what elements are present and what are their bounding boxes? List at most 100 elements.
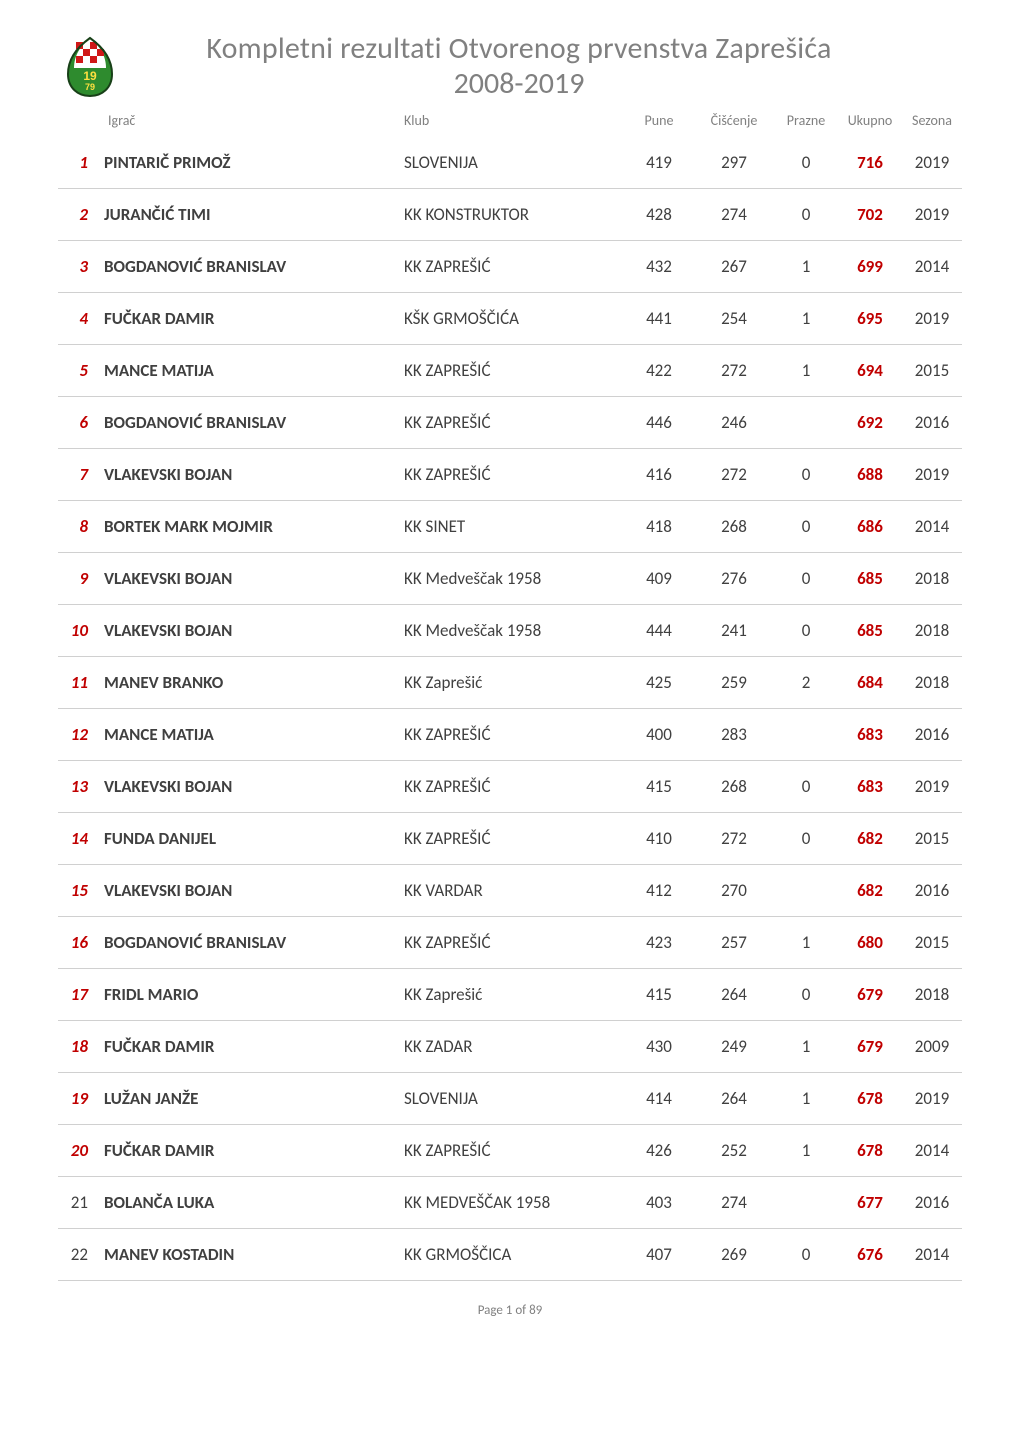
page-subtitle: 2008-2019 (140, 65, 898, 102)
cell-klub: KK ZAPREŠIĆ (404, 709, 624, 761)
cell-klub: KK ZAPREŠIĆ (404, 761, 624, 813)
cell-prazne: 1 (774, 293, 838, 345)
table-row: 2JURANČIĆ TIMIKK KONSTRUKTOR428274070220… (58, 189, 962, 241)
page-header: 19 79 Kompletni rezultati Otvorenog prve… (58, 30, 962, 102)
cell-igrac: FRIDL MARIO (104, 969, 404, 1021)
cell-klub: KK Zaprešić (404, 657, 624, 709)
cell-pune: 432 (624, 241, 694, 293)
cell-ciscenje: 297 (694, 137, 774, 189)
cell-klub: KŠK GRMOŠČIĆA (404, 293, 624, 345)
cell-igrac: PINTARIČ PRIMOŽ (104, 137, 404, 189)
cell-pune: 414 (624, 1073, 694, 1125)
cell-rank: 15 (58, 865, 104, 917)
cell-igrac: VLAKEVSKI BOJAN (104, 605, 404, 657)
cell-pune: 441 (624, 293, 694, 345)
cell-prazne (774, 1177, 838, 1229)
cell-sezona: 2019 (902, 449, 962, 501)
cell-igrac: BOLANČA LUKA (104, 1177, 404, 1229)
cell-ciscenje: 249 (694, 1021, 774, 1073)
table-row: 17FRIDL MARIOKK Zaprešić41526406792018 (58, 969, 962, 1021)
cell-klub: KK GRMOŠČICA (404, 1229, 624, 1281)
cell-ukupno: 702 (838, 189, 902, 241)
cell-klub: KK VARDAR (404, 865, 624, 917)
cell-rank: 10 (58, 605, 104, 657)
table-row: 8BORTEK MARK MOJMIRKK SINET4182680686201… (58, 501, 962, 553)
cell-pune: 410 (624, 813, 694, 865)
table-row: 22MANEV KOSTADINKK GRMOŠČICA407269067620… (58, 1229, 962, 1281)
table-row: 13VLAKEVSKI BOJANKK ZAPREŠIĆ415268068320… (58, 761, 962, 813)
cell-sezona: 2014 (902, 501, 962, 553)
cell-ukupno: 692 (838, 397, 902, 449)
cell-ukupno: 676 (838, 1229, 902, 1281)
cell-prazne: 1 (774, 1073, 838, 1125)
cell-pune: 400 (624, 709, 694, 761)
col-praz-header: Prazne (774, 108, 838, 137)
cell-prazne: 1 (774, 345, 838, 397)
cell-ukupno: 699 (838, 241, 902, 293)
cell-prazne (774, 865, 838, 917)
cell-pune: 428 (624, 189, 694, 241)
cell-sezona: 2019 (902, 761, 962, 813)
table-row: 10VLAKEVSKI BOJANKK Medveščak 1958444241… (58, 605, 962, 657)
cell-sezona: 2018 (902, 553, 962, 605)
table-row: 16BOGDANOVIĆ BRANISLAVKK ZAPREŠIĆ4232571… (58, 917, 962, 969)
cell-rank: 3 (58, 241, 104, 293)
cell-igrac: BORTEK MARK MOJMIR (104, 501, 404, 553)
cell-sezona: 2015 (902, 917, 962, 969)
table-row: 9VLAKEVSKI BOJANKK Medveščak 19584092760… (58, 553, 962, 605)
cell-klub: KK ZAPREŠIĆ (404, 813, 624, 865)
cell-prazne: 1 (774, 1125, 838, 1177)
cell-sezona: 2016 (902, 865, 962, 917)
cell-igrac: VLAKEVSKI BOJAN (104, 761, 404, 813)
cell-ciscenje: 276 (694, 553, 774, 605)
cell-rank: 12 (58, 709, 104, 761)
cell-ukupno: 716 (838, 137, 902, 189)
cell-pune: 418 (624, 501, 694, 553)
cell-sezona: 2015 (902, 345, 962, 397)
cell-ciscenje: 241 (694, 605, 774, 657)
cell-pune: 446 (624, 397, 694, 449)
cell-klub: KK MEDVEŠČAK 1958 (404, 1177, 624, 1229)
cell-prazne (774, 709, 838, 761)
cell-igrac: FUNDA DANIJEL (104, 813, 404, 865)
col-sez-header: Sezona (902, 108, 962, 137)
cell-pune: 412 (624, 865, 694, 917)
cell-ukupno: 680 (838, 917, 902, 969)
cell-igrac: FUČKAR DAMIR (104, 1021, 404, 1073)
cell-prazne: 0 (774, 449, 838, 501)
col-igrac-header: Igrač (104, 108, 404, 137)
cell-ciscenje: 267 (694, 241, 774, 293)
table-row: 11MANEV BRANKOKK Zaprešić42525926842018 (58, 657, 962, 709)
cell-igrac: FUČKAR DAMIR (104, 1125, 404, 1177)
table-row: 6BOGDANOVIĆ BRANISLAVKK ZAPREŠIĆ44624669… (58, 397, 962, 449)
cell-pune: 419 (624, 137, 694, 189)
cell-ciscenje: 272 (694, 449, 774, 501)
cell-ciscenje: 268 (694, 501, 774, 553)
cell-ciscenje: 254 (694, 293, 774, 345)
cell-prazne: 0 (774, 1229, 838, 1281)
cell-igrac: MANCE MATIJA (104, 345, 404, 397)
cell-igrac: BOGDANOVIĆ BRANISLAV (104, 917, 404, 969)
cell-rank: 9 (58, 553, 104, 605)
cell-pune: 430 (624, 1021, 694, 1073)
table-body: 1PINTARIČ PRIMOŽSLOVENIJA419297071620192… (58, 137, 962, 1281)
svg-text:79: 79 (85, 82, 95, 92)
cell-ciscenje: 272 (694, 345, 774, 397)
cell-ukupno: 679 (838, 1021, 902, 1073)
cell-pune: 444 (624, 605, 694, 657)
cell-ciscenje: 268 (694, 761, 774, 813)
cell-klub: KK ZAPREŠIĆ (404, 345, 624, 397)
svg-text:19: 19 (83, 69, 97, 83)
cell-igrac: BOGDANOVIĆ BRANISLAV (104, 397, 404, 449)
cell-rank: 21 (58, 1177, 104, 1229)
cell-igrac: FUČKAR DAMIR (104, 293, 404, 345)
cell-ciscenje: 246 (694, 397, 774, 449)
cell-pune: 425 (624, 657, 694, 709)
cell-ciscenje: 264 (694, 1073, 774, 1125)
cell-klub: KK ZAPREŠIĆ (404, 397, 624, 449)
cell-pune: 403 (624, 1177, 694, 1229)
cell-klub: KK ZAPREŠIĆ (404, 917, 624, 969)
cell-klub: SLOVENIJA (404, 1073, 624, 1125)
cell-sezona: 2018 (902, 969, 962, 1021)
cell-rank: 13 (58, 761, 104, 813)
